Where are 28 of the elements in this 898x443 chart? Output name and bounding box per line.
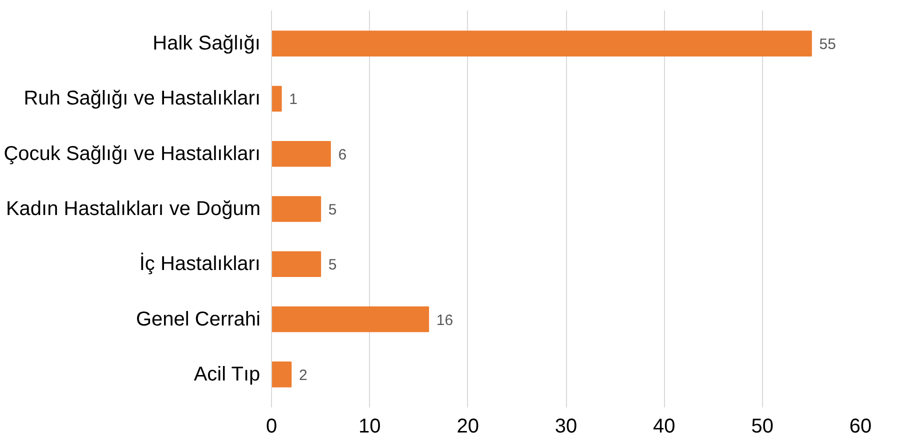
- y-tick-label: Genel Cerrahi: [136, 308, 261, 330]
- y-tick-label: Ruh Sağlığı ve Hastalıkları: [24, 88, 261, 110]
- data-label: 5: [328, 256, 337, 274]
- bar: [272, 306, 430, 332]
- y-tick-label: İç Hastalıkları: [139, 252, 261, 276]
- x-tick-label: 20: [456, 416, 479, 438]
- data-label: 1: [289, 91, 298, 108]
- data-label: 55: [819, 36, 836, 54]
- x-tick-label: 50: [751, 416, 774, 438]
- x-tick-label: 0: [266, 416, 278, 438]
- bar: [272, 86, 282, 112]
- y-tick-label: Halk Sağlığı: [152, 32, 261, 55]
- bar: [272, 362, 292, 388]
- data-label: 5: [328, 202, 337, 218]
- x-tick-label: 10: [358, 416, 381, 438]
- data-label: 16: [436, 312, 454, 329]
- bar: [272, 196, 322, 222]
- y-tick-label: Acil Tıp: [194, 363, 260, 386]
- data-label: 2: [298, 366, 308, 384]
- x-tick-label: 30: [554, 416, 578, 438]
- bar: [272, 30, 812, 56]
- bar: [272, 140, 331, 167]
- x-tick-label: 40: [653, 416, 676, 438]
- y-tick-label: Çocuk Sağlığı ve Hastalıkları: [4, 142, 261, 165]
- x-tick-label: 60: [849, 416, 872, 438]
- y-tick-label: Kadın Hastalıkları ve Doğum: [6, 198, 260, 220]
- data-label: 6: [338, 146, 347, 164]
- bar: [272, 251, 322, 278]
